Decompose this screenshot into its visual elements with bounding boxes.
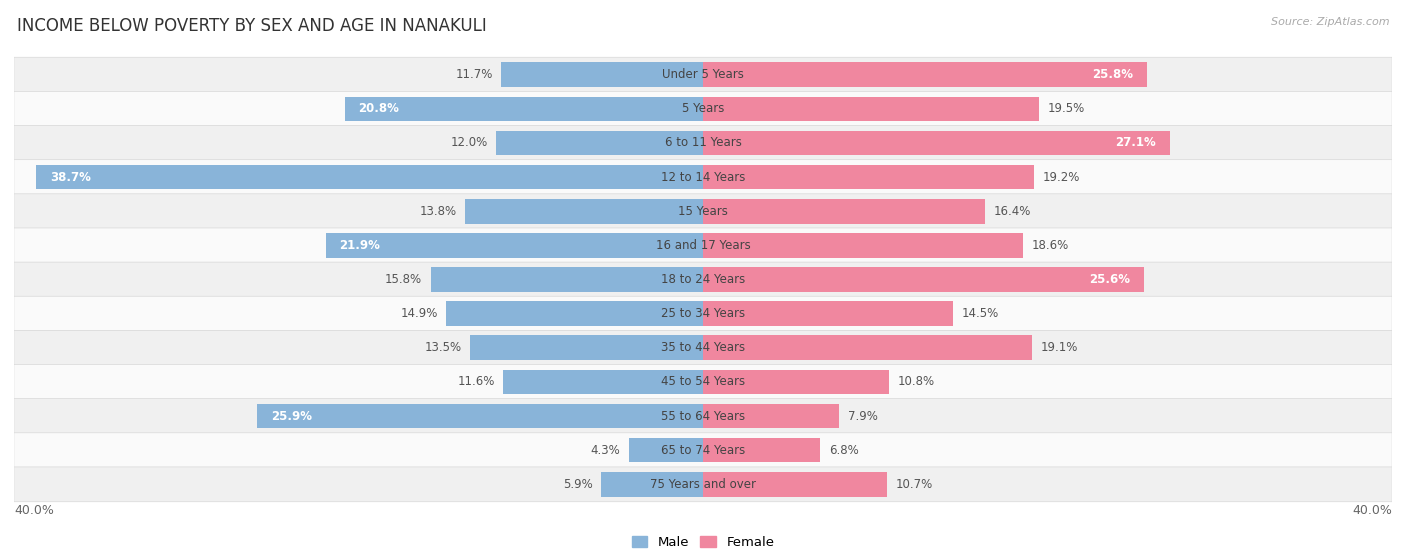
Bar <box>326 233 703 258</box>
FancyBboxPatch shape <box>14 330 1392 365</box>
Text: 40.0%: 40.0% <box>1353 504 1392 517</box>
Legend: Male, Female: Male, Female <box>626 531 780 555</box>
Bar <box>602 472 703 496</box>
FancyBboxPatch shape <box>14 364 1392 399</box>
FancyBboxPatch shape <box>14 228 1392 263</box>
Bar <box>703 369 889 394</box>
Bar <box>37 165 703 190</box>
Text: 5.9%: 5.9% <box>562 478 593 491</box>
Text: Source: ZipAtlas.com: Source: ZipAtlas.com <box>1271 17 1389 27</box>
Bar <box>703 63 1147 87</box>
Bar <box>496 131 703 155</box>
Text: 35 to 44 Years: 35 to 44 Years <box>661 342 745 354</box>
Text: 18 to 24 Years: 18 to 24 Years <box>661 273 745 286</box>
FancyBboxPatch shape <box>14 399 1392 433</box>
Bar <box>703 165 1033 190</box>
Text: 25.8%: 25.8% <box>1092 68 1133 81</box>
FancyBboxPatch shape <box>14 126 1392 160</box>
FancyBboxPatch shape <box>14 433 1392 467</box>
FancyBboxPatch shape <box>14 296 1392 331</box>
Text: 19.1%: 19.1% <box>1040 342 1078 354</box>
Text: 75 Years and over: 75 Years and over <box>650 478 756 491</box>
FancyBboxPatch shape <box>14 467 1392 502</box>
Text: 15.8%: 15.8% <box>385 273 422 286</box>
Bar <box>703 335 1032 360</box>
Bar <box>628 438 703 462</box>
Bar <box>703 97 1039 121</box>
Bar <box>703 131 1170 155</box>
Text: 5 Years: 5 Years <box>682 102 724 115</box>
Bar <box>430 267 703 292</box>
Text: 10.8%: 10.8% <box>897 376 935 389</box>
Bar <box>471 335 703 360</box>
Text: Under 5 Years: Under 5 Years <box>662 68 744 81</box>
Text: 38.7%: 38.7% <box>51 170 91 183</box>
Text: 11.7%: 11.7% <box>456 68 494 81</box>
Text: 27.1%: 27.1% <box>1115 136 1156 149</box>
Text: 19.2%: 19.2% <box>1042 170 1080 183</box>
Text: 13.5%: 13.5% <box>425 342 461 354</box>
FancyBboxPatch shape <box>14 92 1392 126</box>
Text: 10.7%: 10.7% <box>896 478 934 491</box>
Text: 18.6%: 18.6% <box>1032 239 1069 252</box>
Text: 55 to 64 Years: 55 to 64 Years <box>661 410 745 423</box>
Text: 25 to 34 Years: 25 to 34 Years <box>661 307 745 320</box>
Bar <box>703 301 953 326</box>
Bar <box>703 438 820 462</box>
Bar <box>344 97 703 121</box>
Text: 6 to 11 Years: 6 to 11 Years <box>665 136 741 149</box>
Text: 65 to 74 Years: 65 to 74 Years <box>661 444 745 457</box>
Text: 25.9%: 25.9% <box>271 410 312 423</box>
Text: 14.5%: 14.5% <box>962 307 998 320</box>
Bar <box>703 404 839 428</box>
Text: 16 and 17 Years: 16 and 17 Years <box>655 239 751 252</box>
FancyBboxPatch shape <box>14 160 1392 195</box>
Bar <box>703 199 986 224</box>
Bar <box>703 267 1144 292</box>
Text: 12 to 14 Years: 12 to 14 Years <box>661 170 745 183</box>
Text: 16.4%: 16.4% <box>994 205 1032 217</box>
Text: 19.5%: 19.5% <box>1047 102 1084 115</box>
Bar <box>703 472 887 496</box>
Text: 12.0%: 12.0% <box>450 136 488 149</box>
FancyBboxPatch shape <box>14 262 1392 297</box>
FancyBboxPatch shape <box>14 57 1392 92</box>
Bar <box>502 63 703 87</box>
Bar <box>503 369 703 394</box>
Text: 11.6%: 11.6% <box>457 376 495 389</box>
Bar <box>465 199 703 224</box>
Text: 6.8%: 6.8% <box>828 444 859 457</box>
Text: 4.3%: 4.3% <box>591 444 620 457</box>
Bar <box>257 404 703 428</box>
Text: 13.8%: 13.8% <box>419 205 457 217</box>
Text: 21.9%: 21.9% <box>340 239 381 252</box>
Bar <box>446 301 703 326</box>
Text: INCOME BELOW POVERTY BY SEX AND AGE IN NANAKULI: INCOME BELOW POVERTY BY SEX AND AGE IN N… <box>17 17 486 35</box>
Text: 14.9%: 14.9% <box>401 307 437 320</box>
Text: 15 Years: 15 Years <box>678 205 728 217</box>
Text: 40.0%: 40.0% <box>14 504 53 517</box>
Bar <box>703 233 1024 258</box>
Text: 25.6%: 25.6% <box>1090 273 1130 286</box>
FancyBboxPatch shape <box>14 194 1392 229</box>
Text: 7.9%: 7.9% <box>848 410 877 423</box>
Text: 20.8%: 20.8% <box>359 102 399 115</box>
Text: 45 to 54 Years: 45 to 54 Years <box>661 376 745 389</box>
